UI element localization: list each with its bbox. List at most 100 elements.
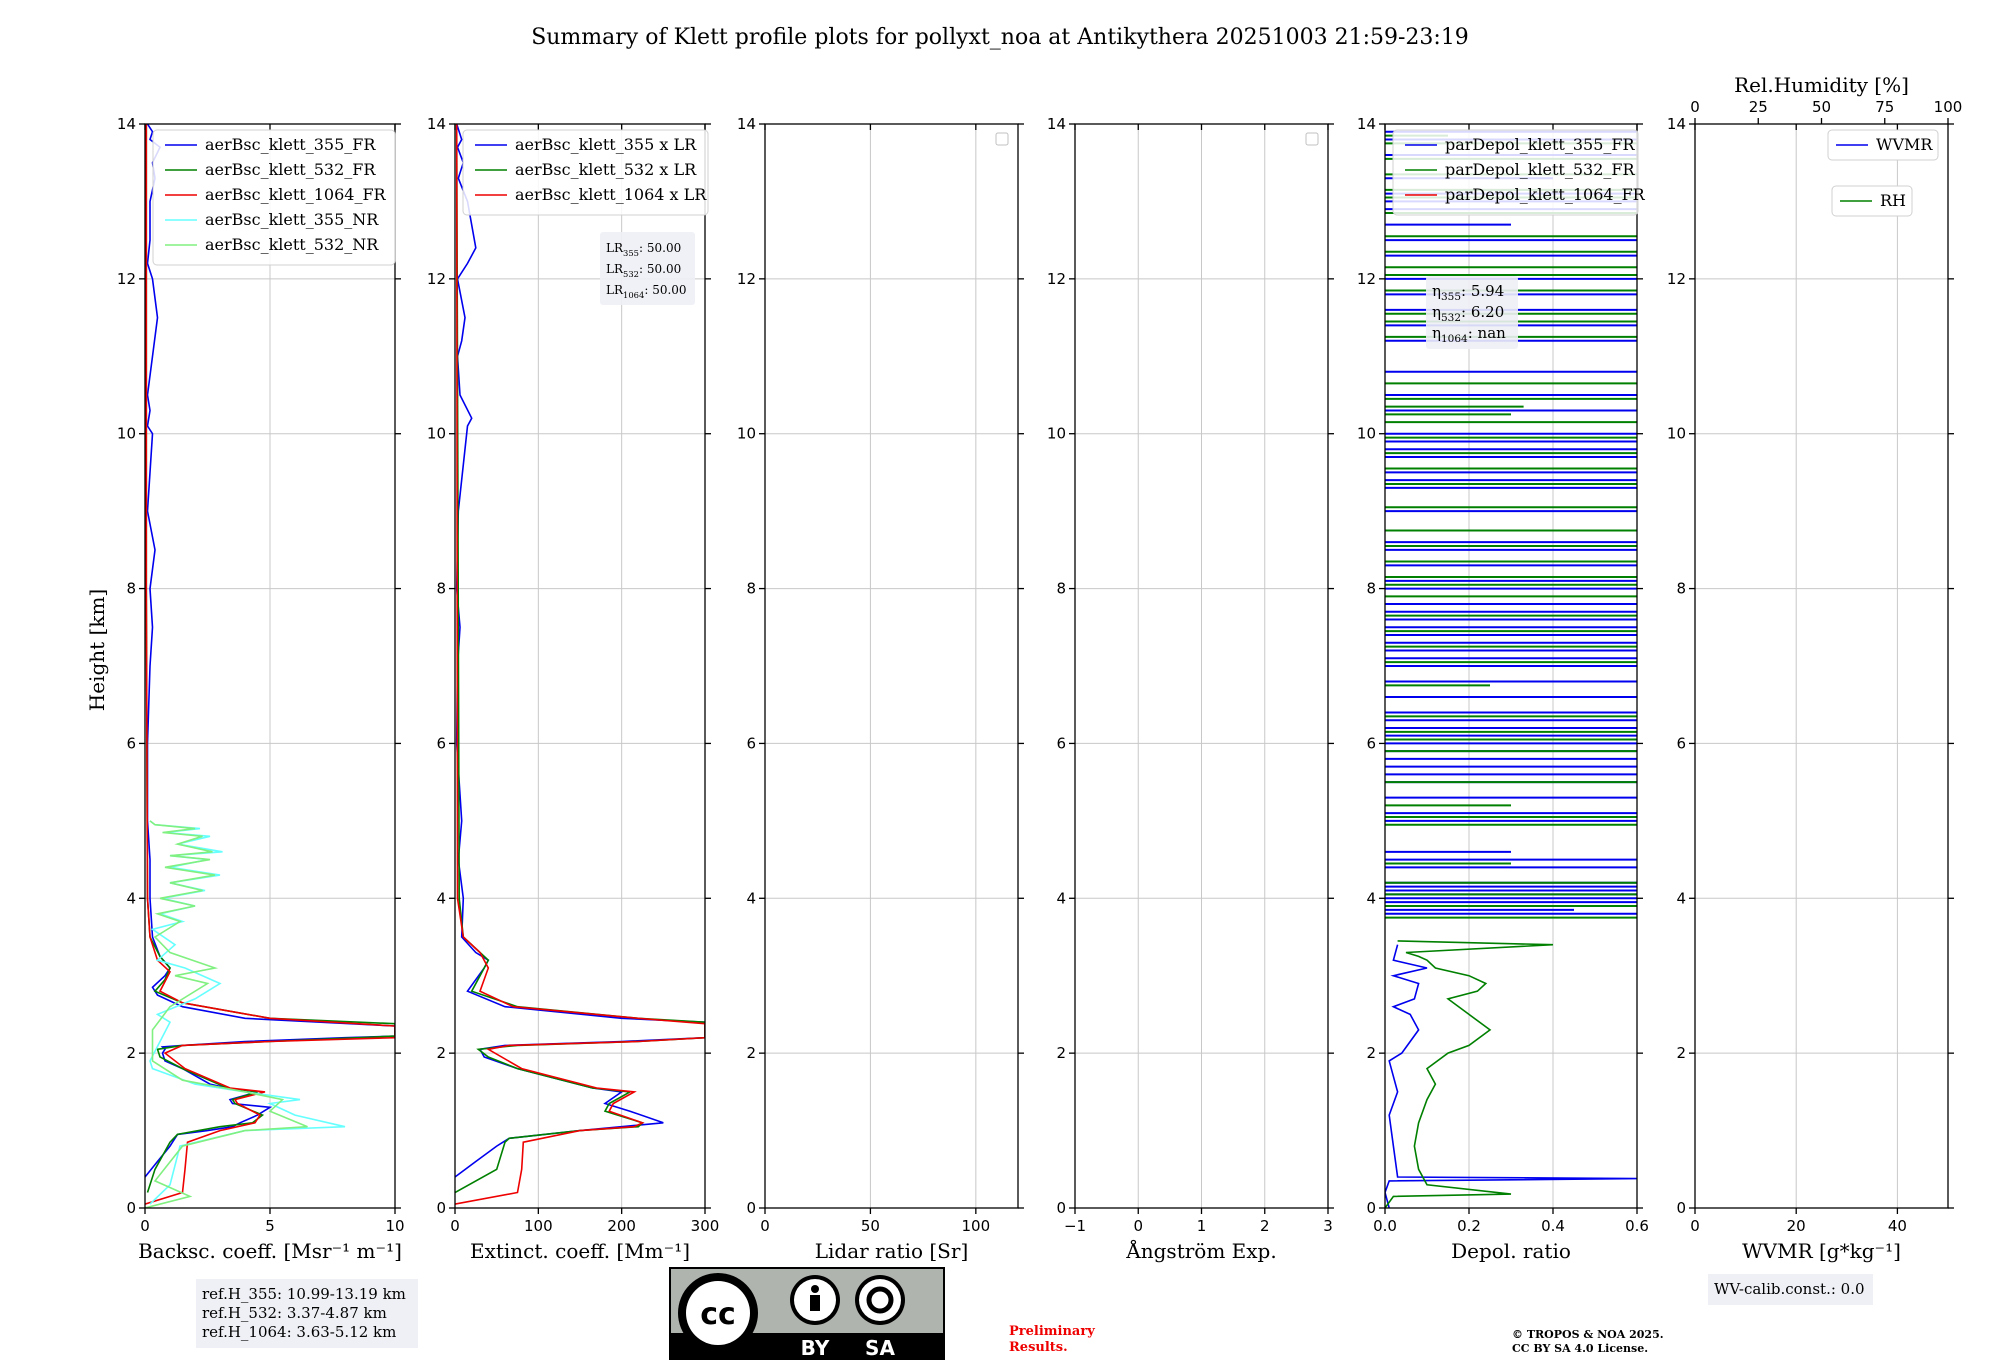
info-line: ref.H_1064: 3.63-5.12 km — [202, 1323, 396, 1341]
x-axis-label: Backsc. coeff. [Msr⁻¹ m⁻¹] — [138, 1239, 402, 1263]
x-tick-label: 200 — [607, 1217, 636, 1235]
top-x-tick-label: 0 — [1690, 98, 1700, 116]
y-tick-label: 12 — [1357, 270, 1376, 288]
series-line-aerBsc_klett_355 x LR — [455, 124, 705, 1178]
lr-info-box-value: : 50.00 — [639, 262, 681, 276]
y-tick-label: 6 — [1056, 734, 1066, 752]
y-tick-label: 12 — [427, 270, 446, 288]
y-tick-label: 6 — [1366, 734, 1376, 752]
x-tick-label: 1 — [1197, 1217, 1207, 1235]
x-tick-label: 50 — [861, 1217, 880, 1235]
eta-info-box-subscript: 1064 — [1441, 333, 1468, 345]
x-tick-label: 100 — [524, 1217, 553, 1235]
legend-depol: parDepol_klett_355_FR parDepol_klett_532_… — [1392, 129, 1646, 216]
series-line-parDepol_klett_355_FR — [1385, 944, 1637, 1208]
x-axis-label: Extinct. coeff. [Mm⁻¹] — [470, 1239, 690, 1263]
y-axis-label: Height [km] — [85, 589, 109, 711]
series-line-aerBsc_klett_532_NR — [145, 820, 308, 1208]
top-x-tick-label: 100 — [1934, 98, 1963, 116]
y-tick-label: 0 — [126, 1199, 136, 1217]
series-line-aerBsc_klett_355_NR — [149, 820, 346, 1205]
eta-info-box-line: η355: 5.94 — [1432, 282, 1504, 303]
legend-entry: aerBsc_klett_532_FR — [205, 160, 376, 179]
cc-by-label: BY — [801, 1336, 830, 1360]
empty-legend-box — [995, 132, 1009, 146]
y-tick-label: 4 — [436, 889, 446, 907]
eta-info-box-subscript: 355 — [1441, 291, 1461, 303]
legend-entry: aerBsc_klett_1064_FR — [205, 185, 387, 204]
plot-frame — [1384, 123, 1638, 1209]
y-tick-label: 8 — [1366, 580, 1376, 598]
plot-frame — [454, 123, 706, 1209]
x-tick-label: −1 — [1064, 1217, 1086, 1235]
y-tick-label: 10 — [1667, 425, 1686, 443]
eta-info-box-symbol: η — [1432, 282, 1441, 300]
info-box-bg — [196, 1279, 418, 1348]
cc-sa-label: SA — [865, 1336, 895, 1360]
figure-title: Summary of Klett profile plots for polly… — [531, 25, 1469, 50]
panel-lidar_ratio: 0 50 100 0 2 4 6 8 10 12 14 Lidar ratio [Sr] — [737, 115, 1024, 1263]
cc-mark: cc — [700, 1297, 736, 1332]
legend-entry: parDepol_klett_1064_FR — [1445, 185, 1646, 204]
x-axis-label: Depol. ratio — [1451, 1239, 1571, 1263]
info-box-bg — [1708, 1274, 1873, 1305]
legend-entry: aerBsc_klett_355 x LR — [515, 135, 697, 154]
y-tick-label: 2 — [746, 1044, 756, 1062]
cc-inner-circle — [686, 1281, 750, 1345]
plot-frame — [764, 123, 1019, 1209]
eta-info-box-line: η1064: nan — [1432, 324, 1506, 345]
legend-box — [1827, 129, 1939, 161]
y-tick-label: 0 — [436, 1199, 446, 1217]
y-tick-label: 8 — [746, 580, 756, 598]
legend-entry: aerBsc_klett_532 x LR — [515, 160, 697, 179]
y-tick-label: 0 — [1056, 1199, 1066, 1217]
legend-entry: parDepol_klett_532_FR — [1445, 160, 1636, 179]
y-tick-label: 0 — [1676, 1199, 1686, 1217]
y-tick-label: 12 — [737, 270, 756, 288]
legend-wvmr: WVMR RH — [1827, 129, 1939, 217]
lr-info-box-symbol: LR — [606, 241, 624, 255]
x-tick-label: 0.0 — [1373, 1217, 1397, 1235]
y-tick-label: 14 — [117, 115, 136, 133]
y-tick-label: 14 — [427, 115, 446, 133]
cc-license-badge: cc BY SA — [669, 1267, 945, 1360]
x-tick-label: 5 — [265, 1217, 275, 1235]
x-tick-label: 0 — [450, 1217, 460, 1235]
y-tick-label: 10 — [117, 425, 136, 443]
plot-frame — [1694, 123, 1949, 1209]
x-tick-label: 0 — [1133, 1217, 1143, 1235]
lr-info-box-line: LR532: 50.00 — [606, 262, 681, 279]
lr-info-box-bg — [600, 232, 695, 305]
x-tick-label: 40 — [1888, 1217, 1907, 1235]
y-tick-label: 0 — [746, 1199, 756, 1217]
lr-info-box-symbol: LR — [606, 283, 624, 297]
x-axis-label: Lidar ratio [Sr] — [815, 1239, 969, 1263]
eta-info-box-symbol: η — [1432, 324, 1441, 342]
y-tick-label: 8 — [1056, 580, 1066, 598]
x-tick-label: 0 — [1690, 1217, 1700, 1235]
legend-entry: aerBsc_klett_355_FR — [205, 135, 376, 154]
series-line-parDepol_klett_532_FR — [1385, 940, 1554, 1208]
legend-entry: aerBsc_klett_1064 x LR — [515, 185, 707, 204]
y-tick-label: 4 — [126, 889, 136, 907]
eta-info-box-value: : 5.94 — [1461, 282, 1504, 300]
eta-info-box-subscript: 532 — [1441, 312, 1461, 324]
top-x-tick-label: 50 — [1812, 98, 1831, 116]
y-tick-label: 10 — [427, 425, 446, 443]
y-tick-label: 2 — [1366, 1044, 1376, 1062]
panel-backscatter: 0 5 10 0 2 4 6 8 10 12 14 Backsc. coeff. [Msr⁻¹ m⁻¹… — [117, 115, 418, 1348]
y-tick-label: 2 — [436, 1044, 446, 1062]
x-tick-label: 100 — [962, 1217, 991, 1235]
top-x-tick-label: 25 — [1749, 98, 1768, 116]
panel-wvmr: 0 20 40 0 2 4 6 8 10 12 14 WVMR [g*kg⁻¹] 0 25 50 75 100 R… — [1667, 73, 1962, 1305]
panel-depol: 0.0 0.2 0.4 0.6 0 2 4 6 8 10 12 14 Depol. ratio parDe… — [1357, 115, 1649, 1263]
x-tick-label: 2 — [1260, 1217, 1270, 1235]
x-tick-label: 0.4 — [1541, 1217, 1565, 1235]
lr-info-box-subscript: 1064 — [623, 290, 644, 300]
copyright-line-2: CC BY SA 4.0 License. — [1512, 1342, 1648, 1355]
series-line-aerBsc_klett_532_FR — [145, 124, 395, 1193]
legend-entry: parDepol_klett_355_FR — [1445, 135, 1636, 154]
lr-info-box-value: : 50.00 — [639, 241, 681, 255]
y-tick-label: 12 — [1047, 270, 1066, 288]
y-tick-label: 10 — [1047, 425, 1066, 443]
